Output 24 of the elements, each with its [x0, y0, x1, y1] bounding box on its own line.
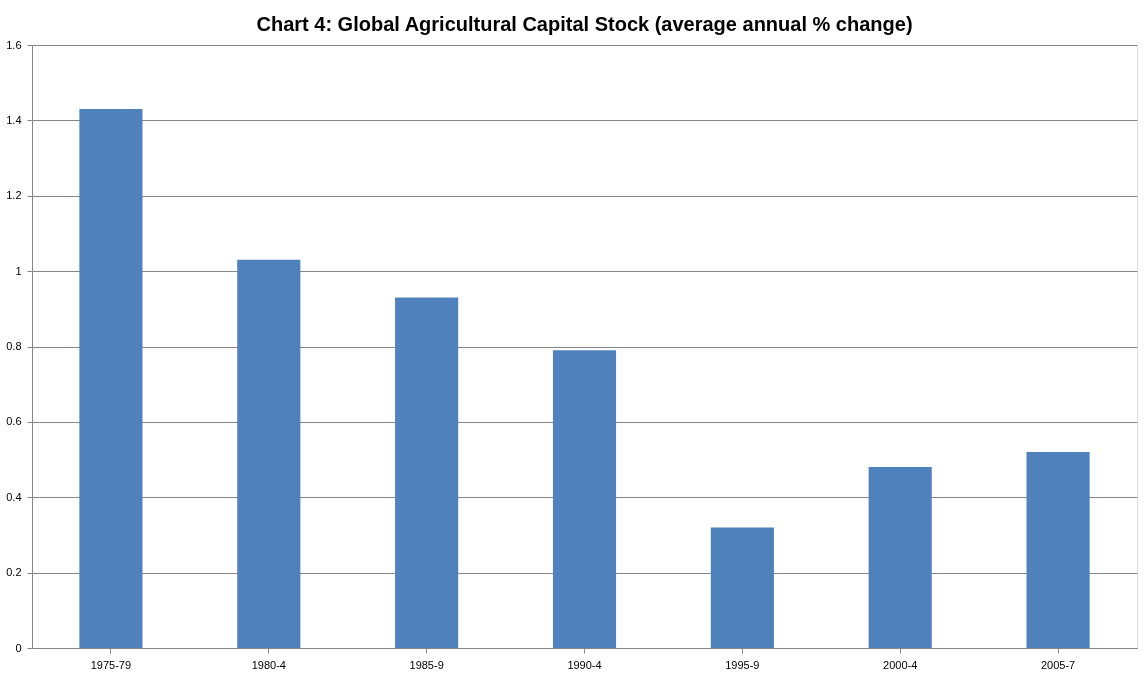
- y-tick-label: 0.8: [6, 340, 22, 352]
- bar: [395, 297, 459, 648]
- x-tick-label: 1980-4: [251, 658, 286, 671]
- y-tick-label: 1.2: [6, 189, 22, 202]
- y-tick-label: 1.4: [6, 113, 22, 126]
- bar: [868, 467, 932, 648]
- y-tick-label: 0.4: [6, 490, 22, 503]
- y-tick-label: 1.6: [6, 38, 22, 51]
- chart-title: Chart 4: Global Agricultural Capital Stock (average annual % change): [256, 13, 913, 35]
- x-tick-label: 2005-7: [1040, 658, 1076, 671]
- x-tick-label: 1985-9: [409, 658, 444, 671]
- x-tick-label: 1990-4: [567, 658, 602, 671]
- x-tick-label: 1975-79: [90, 658, 132, 671]
- bar: [552, 350, 617, 648]
- bar: [237, 259, 301, 648]
- bar: [710, 527, 774, 648]
- y-tick-label: 0.6: [6, 415, 22, 428]
- y-tick-label: 0: [15, 641, 22, 654]
- bar: [79, 109, 143, 648]
- y-tick-label: 0.2: [6, 566, 22, 579]
- y-tick-label: 1: [15, 264, 22, 277]
- bar: [1026, 452, 1090, 648]
- x-tick-label: 1995-9: [725, 658, 760, 671]
- x-tick-label: 2000-4: [883, 658, 918, 671]
